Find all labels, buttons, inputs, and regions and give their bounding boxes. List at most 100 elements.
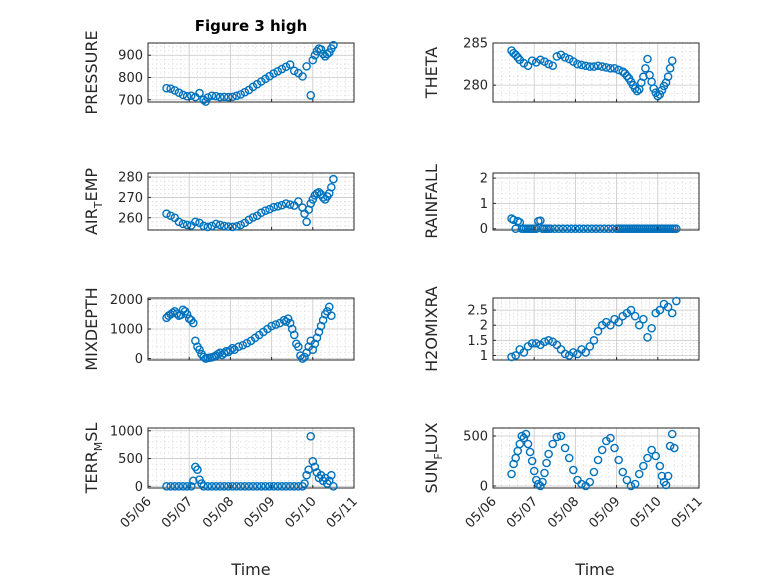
data-point — [298, 354, 307, 363]
data-point — [310, 462, 320, 472]
data-point — [622, 475, 632, 485]
data-point — [174, 482, 184, 491]
data-point — [285, 60, 295, 69]
data-point — [667, 308, 677, 318]
plot-frame-h2omixra — [492, 297, 700, 361]
data-point — [308, 55, 318, 65]
data-point — [277, 482, 287, 491]
data-point — [663, 471, 673, 481]
data-point — [507, 469, 516, 479]
x-axis-label-left: Time — [230, 560, 270, 579]
data-point — [655, 305, 665, 315]
data-point — [630, 479, 640, 489]
data-point — [281, 62, 291, 72]
data-point — [511, 351, 520, 360]
data-point — [240, 482, 250, 491]
y-axis-label-rainfall: RAINFALL — [422, 164, 441, 239]
data-point — [538, 477, 547, 487]
data-point — [199, 95, 208, 105]
x-tick-label: 05/10 — [628, 494, 665, 531]
data-point — [271, 320, 281, 329]
y-tick-label: 2000 — [110, 293, 143, 308]
data-point — [548, 439, 558, 449]
plot-frame-rainfall — [492, 172, 700, 231]
data-point — [162, 209, 171, 219]
data-point — [265, 204, 274, 214]
data-point — [207, 91, 217, 101]
x-tick-label: 05/09 — [241, 494, 278, 531]
data-point — [285, 200, 295, 209]
data-point — [519, 348, 529, 357]
data-point — [224, 222, 233, 231]
data-point — [606, 63, 615, 73]
data-point — [546, 224, 555, 234]
y-tick-label: 1 — [480, 197, 488, 212]
data-point — [536, 55, 545, 65]
data-point — [329, 40, 338, 50]
data-point — [562, 224, 572, 234]
y-tick-label: 280 — [118, 171, 143, 186]
plot-frame-air_temp — [147, 172, 355, 231]
plot-frame-mixdepth — [147, 297, 355, 361]
data-point — [269, 69, 278, 78]
data-point — [529, 466, 539, 476]
data-point — [515, 439, 525, 449]
data-point — [300, 479, 309, 488]
data-point — [556, 431, 566, 441]
data-point — [591, 224, 601, 234]
data-point — [211, 91, 221, 101]
y-tick-label: 1 — [480, 349, 488, 364]
data-point — [302, 62, 311, 71]
data-point — [622, 71, 632, 81]
data-point — [672, 296, 681, 306]
data-point — [585, 477, 595, 487]
data-point — [277, 200, 287, 210]
data-point — [542, 458, 551, 468]
data-point — [544, 449, 553, 459]
data-point — [669, 443, 679, 453]
data-point — [191, 217, 200, 227]
data-point — [267, 321, 276, 331]
data-point — [285, 482, 295, 491]
data-point — [585, 62, 595, 71]
data-point — [527, 456, 537, 466]
data-point — [228, 222, 237, 232]
data-point — [667, 56, 677, 66]
data-point — [219, 482, 229, 491]
x-tick-label: 05/09 — [586, 494, 623, 531]
panel-h2omixra: 11.522.5 H2OMIXRA — [422, 286, 700, 372]
data-point — [540, 468, 549, 478]
data-point — [224, 92, 233, 102]
y-axis-label-mixdepth: MIXDEPTH — [82, 287, 101, 370]
data-point — [531, 339, 541, 348]
data-point — [593, 326, 603, 336]
data-point — [614, 317, 623, 327]
data-point — [579, 224, 588, 234]
data-point — [324, 302, 334, 312]
panel-rainfall: 0 1 2 RAINFALL — [422, 164, 700, 239]
data-point — [195, 345, 204, 354]
data-point — [511, 224, 520, 234]
panel-theta: 280 285 THETA — [422, 37, 700, 103]
data-point — [236, 482, 245, 491]
data-point — [513, 53, 523, 62]
y-tick-label: 1.5 — [467, 334, 488, 349]
data-point — [324, 476, 334, 486]
data-point — [172, 309, 182, 318]
data-point — [178, 90, 188, 100]
plot-frame-terr_msl — [147, 427, 355, 489]
data-point — [182, 91, 192, 101]
data-point — [215, 348, 225, 357]
panel-mixdepth: 0 1000 2000 MIXDEPTH — [82, 287, 355, 371]
data-point — [215, 220, 225, 230]
data-point — [193, 465, 202, 474]
y-tick-label: 1000 — [110, 323, 143, 338]
data-point — [306, 199, 316, 208]
y-tick-label: 2 — [480, 319, 488, 334]
data-point — [525, 447, 535, 457]
y-tick-label: 0 — [135, 352, 143, 367]
data-point — [604, 224, 613, 234]
data-point — [236, 220, 245, 230]
data-point — [608, 224, 617, 234]
data-point — [655, 461, 665, 471]
